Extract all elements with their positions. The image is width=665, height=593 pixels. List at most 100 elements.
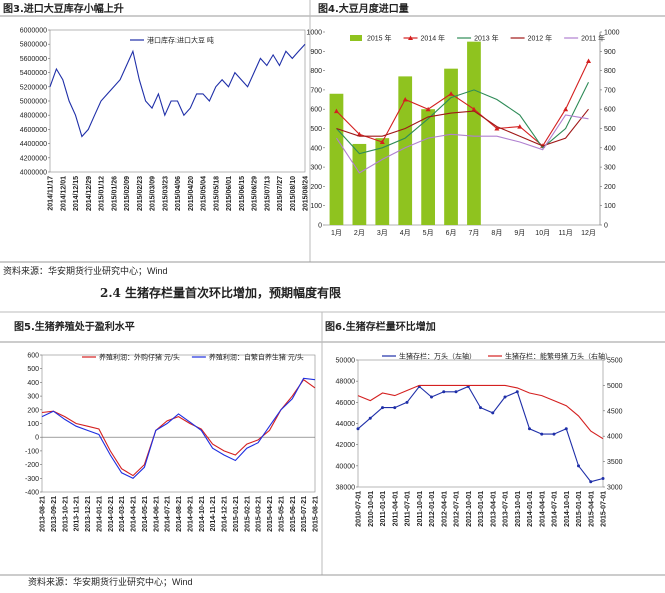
bar xyxy=(421,109,435,225)
y-tick-label: 5600000 xyxy=(20,56,47,63)
x-tick-label: 2015/06/01 xyxy=(226,176,233,211)
bar xyxy=(375,138,390,225)
x-tick-label: 2015-03-21 xyxy=(256,496,263,532)
y-tick-label: -200 xyxy=(25,462,39,469)
y2-tick-label: 700 xyxy=(604,87,616,94)
x-tick-label: 6月 xyxy=(446,229,457,237)
point-marker xyxy=(552,432,556,436)
point-marker xyxy=(333,108,339,114)
y-tick-label: 400 xyxy=(27,380,39,387)
plot-frame xyxy=(41,354,316,493)
bar xyxy=(444,68,458,225)
point-marker xyxy=(564,427,568,431)
y-tick-label: 38000 xyxy=(336,485,356,492)
point-marker xyxy=(368,416,372,420)
x-tick-label: 2014-03-21 xyxy=(119,496,126,532)
y-tick-label: 400 xyxy=(310,145,322,152)
y2-tick-label: 600 xyxy=(604,107,616,114)
x-tick-label: 2013-08-21 xyxy=(40,496,47,532)
point-marker xyxy=(356,131,362,137)
y-tick-label: 42000 xyxy=(336,442,356,449)
x-tick-label: 2013-11-21 xyxy=(74,496,81,532)
y-tick-label: 50000 xyxy=(336,358,356,365)
x-tick-label: 2013-07-01 xyxy=(503,491,510,527)
x-tick-label: 5月 xyxy=(423,229,434,237)
x-tick-label: 2014-10-21 xyxy=(199,496,206,532)
legend-label: 港口库存:进口大豆 吨 xyxy=(147,36,214,45)
y-tick-label: 5000000 xyxy=(20,99,47,106)
x-tick-label: 2014-04-01 xyxy=(539,491,546,527)
y-tick-label: 500 xyxy=(27,366,39,373)
x-tick-label: 2014-07-21 xyxy=(165,496,172,532)
y-tick-label: 1000 xyxy=(306,30,322,37)
x-tick-label: 11月 xyxy=(558,229,572,237)
x-tick-label: 2014/12/01 xyxy=(60,176,67,211)
x-tick-label: 2015-06-21 xyxy=(290,496,297,532)
x-tick-label: 2011-01-01 xyxy=(380,491,387,527)
y2-tick-label: 3500 xyxy=(607,459,623,466)
y-tick-label: 600 xyxy=(27,353,39,360)
plot-frame xyxy=(357,359,604,488)
x-tick-label: 2013-04-01 xyxy=(490,491,497,527)
x-tick-label: 2月 xyxy=(354,229,365,237)
x-tick-label: 2015/07/13 xyxy=(264,176,271,211)
x-tick-label: 2014/11/17 xyxy=(48,176,55,211)
y2-tick-label: 100 xyxy=(604,203,616,210)
series-line xyxy=(357,385,604,483)
figure-title: 图5.生猪养殖处于盈利水平 xyxy=(14,320,135,333)
x-tick-label: 2015/06/15 xyxy=(239,176,246,211)
y-tick-label: 48000 xyxy=(336,379,356,386)
y2-tick-label: 5000 xyxy=(607,383,623,390)
y-tick-label: 0 xyxy=(35,435,39,442)
y2-tick-label: 900 xyxy=(604,49,616,56)
y2-tick-label: 800 xyxy=(604,68,616,75)
x-tick-label: 2015/04/20 xyxy=(188,176,195,211)
y-tick-label: 300 xyxy=(310,165,322,172)
series-line xyxy=(336,60,589,147)
y-tick-label: 300 xyxy=(27,394,39,401)
x-tick-label: 2014-06-21 xyxy=(153,496,160,532)
y-tick-label: -100 xyxy=(25,448,39,455)
x-tick-label: 2015/04/06 xyxy=(175,176,182,211)
y-tick-label: 5400000 xyxy=(20,70,47,77)
point-marker xyxy=(586,58,592,63)
point-marker xyxy=(379,139,385,145)
x-tick-label: 2014/12/15 xyxy=(73,176,80,211)
y2-tick-label: 5500 xyxy=(607,358,623,365)
x-tick-label: 2012-10-01 xyxy=(466,491,473,527)
legend-label: 2015 年 xyxy=(367,34,392,43)
series-line xyxy=(49,43,306,138)
point-marker xyxy=(491,411,495,415)
x-tick-label: 2014-11-21 xyxy=(210,496,217,532)
y-tick-label: 4000000 xyxy=(20,170,47,177)
x-tick-label: 2011-04-01 xyxy=(392,491,399,527)
x-tick-label: 2014-12-21 xyxy=(222,496,229,532)
y-tick-label: 4800000 xyxy=(20,113,47,120)
x-tick-label: 7月 xyxy=(469,229,480,237)
y2-tick-label: 400 xyxy=(604,145,616,152)
point-marker xyxy=(402,97,408,102)
figure-title: 图6.生猪存栏量环比增加 xyxy=(325,320,436,333)
section-heading: 2.4 生猪存栏量首次环比增加，预期幅度有限 xyxy=(100,285,341,300)
x-tick-label: 2015-07-01 xyxy=(601,491,608,527)
point-marker xyxy=(356,427,360,431)
x-tick-label: 2015-05-21 xyxy=(278,496,285,532)
y-tick-label: 46000 xyxy=(336,400,356,407)
y-tick-label: 6000000 xyxy=(20,28,47,35)
point-marker xyxy=(442,390,446,394)
x-tick-label: 2015-01-21 xyxy=(233,496,240,532)
y-tick-label: 4200000 xyxy=(20,155,47,162)
point-marker xyxy=(540,432,544,436)
x-tick-label: 2011-07-01 xyxy=(405,491,412,527)
point-marker xyxy=(577,464,580,468)
point-marker xyxy=(563,106,569,112)
x-tick-label: 2013-09-21 xyxy=(51,496,58,532)
point-marker xyxy=(528,427,531,431)
y-tick-label: 44000 xyxy=(336,421,356,428)
x-tick-label: 2014-07-01 xyxy=(552,491,559,527)
point-marker xyxy=(425,106,431,112)
y2-tick-label: 3000 xyxy=(607,485,623,492)
point-marker xyxy=(517,124,523,129)
point-marker xyxy=(454,390,458,394)
x-tick-label: 12月 xyxy=(581,229,596,237)
